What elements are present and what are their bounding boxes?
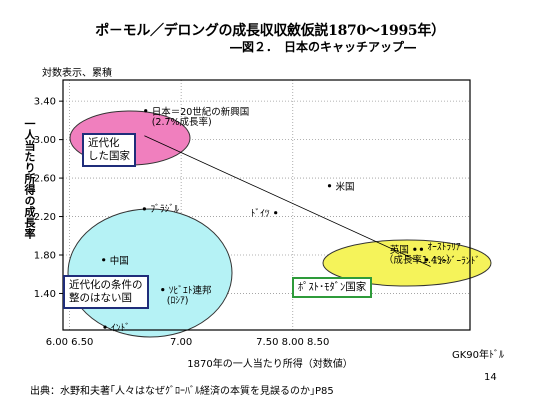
- y-tick-label: 1.80: [34, 251, 56, 262]
- x-tick-label: 6.00 6.50: [46, 337, 94, 348]
- y-tick-label: 3.00: [34, 135, 56, 146]
- chart-title: ポ－モル／デロングの成長収収斂仮説1870～1995年）: [95, 23, 445, 39]
- data-point-label: ﾆｭｰｼﾞｰﾗﾝﾄﾞ: [433, 256, 481, 267]
- source-note: 出典：水野和夫著｢人々はなぜｸﾞﾛｰﾊﾞﾙ経済の本質を見誤るのか｣P85: [30, 386, 334, 397]
- y-tick-label: 2.20: [34, 212, 56, 223]
- group-ellipse-undeveloped: [67, 208, 233, 338]
- group-label-undeveloped: 近代化の条件の 整のはない国: [63, 275, 149, 309]
- data-point: [142, 207, 146, 211]
- group-label-postmodern: ﾎﾟｽﾄ･ﾓﾀﾞﾝ国家: [292, 277, 373, 298]
- x-axis: 6.00 6.50 7.00 7.50 8.00 8.50: [46, 337, 330, 348]
- data-point-label: ｲﾝﾄﾞ: [111, 323, 130, 334]
- data-point: [327, 184, 332, 188]
- unit-label: GK90年ﾄﾞﾙ: [452, 350, 505, 361]
- data-point: [425, 258, 429, 262]
- group-ellipse-postmodern: [322, 239, 492, 287]
- data-point: [274, 211, 278, 215]
- data-point-label: ﾌﾞﾗｼﾞﾙ: [150, 204, 179, 215]
- data-point-label: 米国: [336, 181, 355, 193]
- y-axis: 3.40 3.00 2.60 2.20 1.80 1.40: [34, 97, 63, 300]
- data-point-label: 英国: [390, 244, 409, 256]
- page-number: 14: [484, 372, 497, 383]
- y-tick-label: 3.40: [34, 97, 56, 108]
- data-point-label: ｵｰｽﾄﾗﾘｱ: [427, 242, 461, 253]
- trend-line: [144, 135, 431, 267]
- y-tick-label: 1.40: [34, 289, 56, 300]
- data-point-note: （成長率1.4%）: [384, 254, 456, 266]
- data-point: [144, 109, 148, 113]
- data-point-label: ﾄﾞｲﾂ: [251, 209, 270, 220]
- data-points: 日本＝20世紀の新興国(2.7%成長率) ﾌﾞﾗｼﾞﾙ 中国 ｿﾋﾞｴﾄ連邦(ﾛｼｱ)…: [102, 106, 480, 334]
- y-axis-label: 一人当たり所得の成長率: [23, 118, 36, 239]
- group-label-modernized: 近代化 した国家: [82, 133, 136, 167]
- data-point-note: (ﾛｼｱ): [167, 296, 189, 307]
- x-axis-label: 1870年の一人当たり所得（対数値）: [187, 359, 353, 370]
- data-point-label: 日本＝20世紀の新興国: [152, 106, 250, 118]
- plot-frame: [62, 79, 471, 331]
- trend-line-group: [144, 135, 431, 267]
- data-point: [103, 325, 107, 329]
- chart-subtitle: ―図２． 日本のキャッチアップ―: [230, 40, 417, 54]
- data-point: [419, 247, 424, 251]
- x-tick-label: 7.00: [170, 337, 192, 348]
- x-tick-label: 7.50 8.00 8.50: [256, 337, 329, 348]
- data-point-label: 中国: [110, 255, 129, 267]
- data-point-note: (2.7%成長率): [152, 116, 212, 128]
- y-tick-label: 2.60: [34, 174, 56, 185]
- data-point: [413, 247, 417, 251]
- scale-note: 対数表示、累積: [42, 68, 112, 79]
- data-point-label: ｿﾋﾞｴﾄ連邦: [169, 285, 212, 297]
- data-point: [102, 258, 106, 262]
- data-point: [161, 288, 165, 292]
